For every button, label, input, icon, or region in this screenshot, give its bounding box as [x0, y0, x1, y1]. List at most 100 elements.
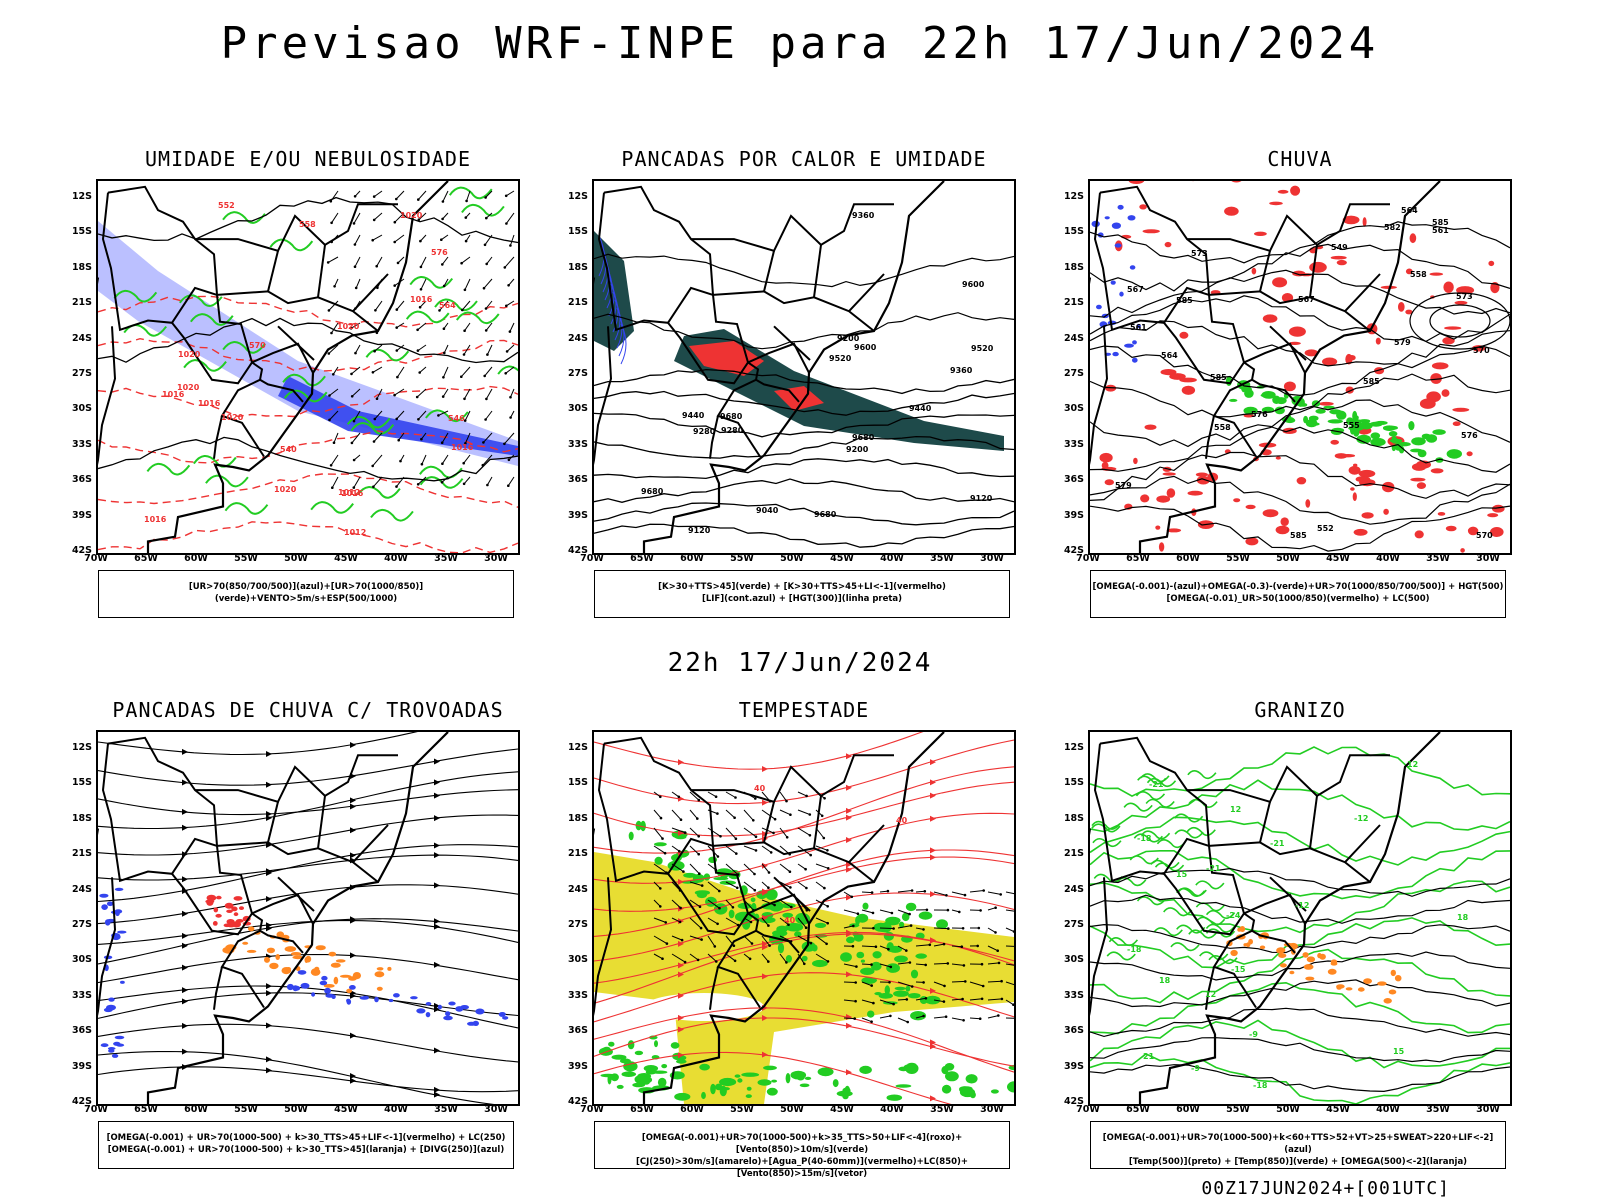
map-plot-umidade: 1016102010121016102010161016102010201016… — [98, 181, 518, 553]
lon-tick-label: 30W — [1476, 553, 1500, 564]
lat-tick-label: 15S — [567, 777, 588, 789]
lat-tick-label: 27S — [1063, 919, 1084, 930]
contour-label: -18 — [1253, 1081, 1268, 1090]
lon-tick-label: 40W — [1376, 553, 1400, 564]
lat-tick-label: 42S — [1063, 1096, 1084, 1107]
contour-label: 40 — [784, 916, 796, 925]
lon-tick-label: 35W — [434, 553, 458, 564]
contour-label: 558 — [299, 220, 316, 229]
contour-label: 561 — [1130, 323, 1147, 332]
lat-tick-label: 27S — [567, 368, 588, 379]
lat-tick-label: 36S — [71, 1025, 92, 1037]
lat-tick-label: 15S — [567, 226, 588, 238]
lon-tick-label: 65W — [134, 553, 158, 564]
lat-tick-label: 18S — [71, 261, 92, 273]
lat-tick-label: 18S — [1063, 812, 1084, 824]
lat-tick-label: 21S — [567, 848, 588, 860]
lon-tick-label: 60W — [184, 553, 208, 564]
lon-tick-label: 45W — [334, 1104, 358, 1115]
lat-tick-label: 42S — [1063, 545, 1084, 556]
contour-label: 549 — [1331, 243, 1348, 252]
lat-tick-label: 39S — [71, 1060, 92, 1072]
legend-text: [OMEGA(-0.001)+UR>70(1000-500)+k>35_TTS>… — [641, 1133, 963, 1155]
map-panel-granizo: 12 12 12 15 15 18 18 21 -9 -12 -15 -18 -21 -9 -12 -18 -2… — [1088, 730, 1512, 1106]
lon-tick-label: 45W — [830, 1104, 854, 1115]
contour-label: 18 — [1457, 913, 1469, 922]
contour-label: 561 — [1432, 226, 1449, 235]
lat-tick-label: 42S — [567, 1096, 588, 1107]
lat-tick-label: 24S — [567, 332, 588, 344]
contour-label: 585 — [1432, 218, 1449, 227]
lon-tick-label: 35W — [434, 1104, 458, 1115]
lat-tick-label: 36S — [1063, 474, 1084, 486]
lon-tick-label: 45W — [830, 553, 854, 564]
contour-label: 9360 — [852, 211, 875, 220]
lon-tick-label: 70W — [84, 1104, 108, 1115]
contour-label: 12 — [1407, 760, 1418, 769]
lat-tick-label: 33S — [1063, 989, 1084, 1001]
contour-label: 9440 — [682, 411, 705, 420]
contour-label: 576 — [431, 248, 448, 257]
panel-title-chuva: CHUVA — [1267, 147, 1333, 171]
contour-label: 1020 — [221, 413, 244, 422]
lat-tick-label: 21S — [71, 848, 92, 860]
contour-label: 570 — [1473, 346, 1490, 355]
legend-box-tempestade: [OMEGA(-0.001)+UR>70(1000-500)+k>35_TTS>… — [594, 1121, 1010, 1179]
contour-label: 12 — [1230, 805, 1241, 814]
lat-tick-label: 12S — [71, 191, 92, 202]
lon-tick-label: 70W — [580, 553, 604, 564]
contour-label: 582 — [1384, 223, 1401, 232]
contour-label: 9520 — [971, 344, 994, 353]
lat-tick-label: 12S — [567, 191, 588, 202]
lon-tick-label: 65W — [134, 1104, 158, 1115]
lat-tick-label: 24S — [1063, 332, 1084, 344]
map-panel-trovoadas — [96, 730, 520, 1106]
lat-tick-label: 30S — [567, 954, 588, 966]
contour-label: 9360 — [950, 366, 973, 375]
lat-tick-label: 18S — [71, 812, 92, 824]
legend-text: [K>30+TTS>45](verde) + [K>30+TTS>45+LI<-… — [658, 582, 946, 592]
legend-box-chuva: [OMEGA(-0.001)-(azul)+OMEGA(-0.3)-(verde… — [1090, 570, 1506, 618]
lat-tick-label: 27S — [71, 368, 92, 379]
lon-tick-label: 35W — [930, 553, 954, 564]
contour-label: 12 — [1205, 990, 1216, 999]
contour-label: 9600 — [962, 280, 985, 289]
lon-tick-label: 60W — [680, 553, 704, 564]
panel-title-granizo: GRANIZO — [1254, 698, 1346, 722]
lon-tick-label: 70W — [1076, 1104, 1100, 1115]
contour-label: -12 — [1295, 901, 1309, 910]
lon-tick-label: 40W — [384, 1104, 408, 1115]
lon-tick-label: 35W — [1426, 1104, 1450, 1115]
lon-tick-label: 55W — [234, 553, 258, 564]
lon-tick-label: 65W — [1126, 553, 1150, 564]
contour-label: 567 — [1298, 295, 1315, 304]
contour-label: 9680 — [641, 487, 664, 496]
contour-label: 576 — [1251, 410, 1268, 419]
contour-label: 1012 — [344, 528, 366, 537]
legend-box-granizo: [OMEGA(-0.001)+UR>70(1000-500)+k<60+TTS>… — [1090, 1121, 1506, 1169]
lon-tick-label: 50W — [1276, 553, 1300, 564]
contour-label: 9200 — [837, 334, 860, 343]
contour-label: -21 — [1206, 864, 1221, 873]
lat-tick-label: 21S — [1063, 848, 1084, 860]
lat-tick-label: 27S — [71, 919, 92, 930]
contour-label: 18 — [1159, 976, 1171, 985]
lon-tick-label: 30W — [1476, 1104, 1500, 1115]
lon-tick-label: 40W — [384, 553, 408, 564]
lon-tick-label: 60W — [184, 1104, 208, 1115]
legend-text: [OMEGA(-0.01)_UR>50(1000/850)(vermelho) … — [1166, 594, 1430, 604]
lat-tick-label: 30S — [71, 954, 92, 966]
contour-label: 15 — [1176, 870, 1188, 879]
contour-label: 40 — [754, 784, 766, 793]
contour-label: 1016 — [144, 515, 167, 524]
contour-label: 552 — [218, 201, 235, 210]
lat-tick-label: 42S — [71, 545, 92, 556]
contour-label: 1020 — [177, 383, 200, 392]
lon-tick-label: 35W — [1426, 553, 1450, 564]
lat-tick-label: 33S — [567, 989, 588, 1001]
contour-label: -18 — [1137, 834, 1152, 843]
lat-tick-label: 27S — [567, 919, 588, 930]
panel-title-tempestade: TEMPESTADE — [738, 698, 870, 722]
contour-label: 9680 — [720, 412, 743, 421]
